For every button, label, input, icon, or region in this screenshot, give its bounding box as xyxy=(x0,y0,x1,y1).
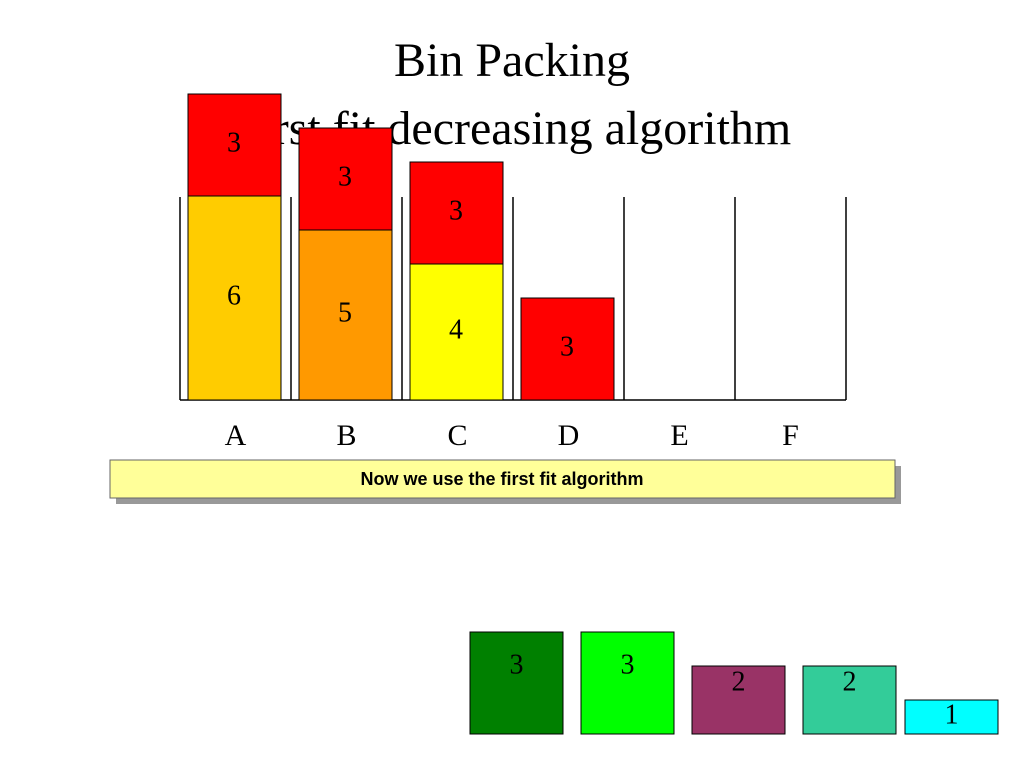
bin-label: F xyxy=(782,419,799,452)
remaining-value: 1 xyxy=(945,699,959,730)
title-line1: Bin Packing xyxy=(394,34,630,87)
remaining-item xyxy=(580,631,675,735)
item-value: 6 xyxy=(227,280,241,311)
item xyxy=(298,127,393,231)
remaining-item xyxy=(904,699,999,735)
item xyxy=(298,229,393,401)
item-value: 3 xyxy=(227,127,241,158)
bin-label: D xyxy=(558,419,580,452)
remaining-item xyxy=(802,665,897,735)
item xyxy=(409,263,504,401)
note-callout: Now we use the first fit algorithm xyxy=(109,459,901,504)
bin-label: E xyxy=(670,419,688,452)
item xyxy=(409,161,504,265)
callout-box xyxy=(109,459,896,499)
item-value: 3 xyxy=(560,331,574,362)
remaining-item xyxy=(691,665,786,735)
remaining-value: 3 xyxy=(621,649,635,680)
remaining-value: 3 xyxy=(510,649,524,680)
item-value: 3 xyxy=(449,195,463,226)
item-value: 4 xyxy=(449,314,463,345)
remaining-value: 2 xyxy=(732,666,746,697)
item xyxy=(520,297,615,401)
item xyxy=(187,195,282,401)
bin-label: A xyxy=(225,419,247,452)
remaining-item xyxy=(469,631,564,735)
item-value: 3 xyxy=(338,161,352,192)
bin-label: C xyxy=(447,419,467,452)
item-value: 5 xyxy=(338,297,352,328)
bin-label: B xyxy=(336,419,356,452)
remaining-value: 2 xyxy=(843,666,857,697)
item xyxy=(187,93,282,197)
callout-text: Now we use the first fit algorithm xyxy=(360,469,643,489)
